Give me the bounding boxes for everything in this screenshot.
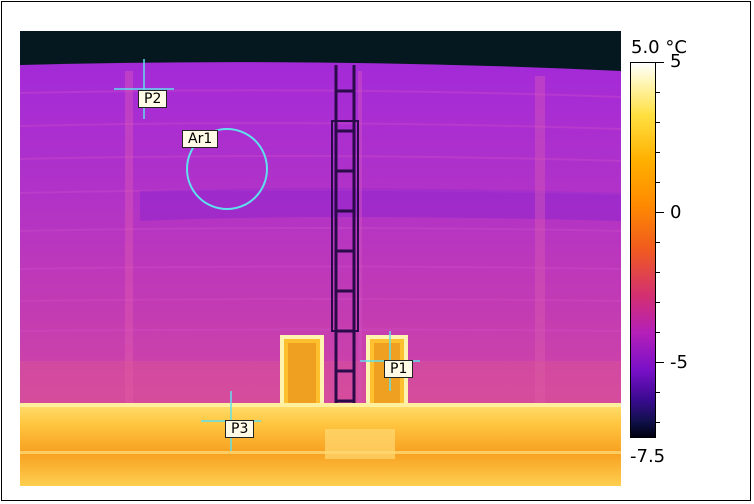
minor-tick: [656, 302, 660, 303]
p3-label[interactable]: P3: [225, 420, 255, 438]
p2-crosshair: [114, 59, 174, 119]
scale-min-label: -7.5: [630, 446, 666, 467]
p1-label[interactable]: P1: [384, 360, 414, 378]
tick-label-0: 0: [670, 202, 682, 223]
tick-mark-0: [656, 212, 664, 213]
scale-max-label: 5.0 °C: [631, 37, 687, 58]
minor-tick: [656, 152, 660, 153]
minor-tick: [656, 392, 660, 393]
ar1-label[interactable]: Ar1: [182, 130, 219, 148]
tick-label-5: 5: [670, 51, 682, 72]
minor-tick: [656, 272, 660, 273]
tick-label-neg5: -5: [670, 352, 688, 373]
minor-tick: [656, 242, 660, 243]
temperature-colorbar: [630, 62, 656, 438]
tick-mark-neg5: [656, 362, 664, 363]
minor-tick: [656, 332, 660, 333]
thermal-image[interactable]: [20, 31, 621, 486]
ar1-circle: [186, 128, 268, 210]
minor-tick: [656, 182, 660, 183]
minor-tick: [656, 122, 660, 123]
tank-wall: [20, 62, 621, 431]
p2-label[interactable]: P2: [138, 90, 168, 108]
minor-tick: [656, 92, 660, 93]
ground-band: [20, 403, 621, 486]
tick-mark-5: [656, 62, 664, 63]
minor-tick: [656, 422, 660, 423]
